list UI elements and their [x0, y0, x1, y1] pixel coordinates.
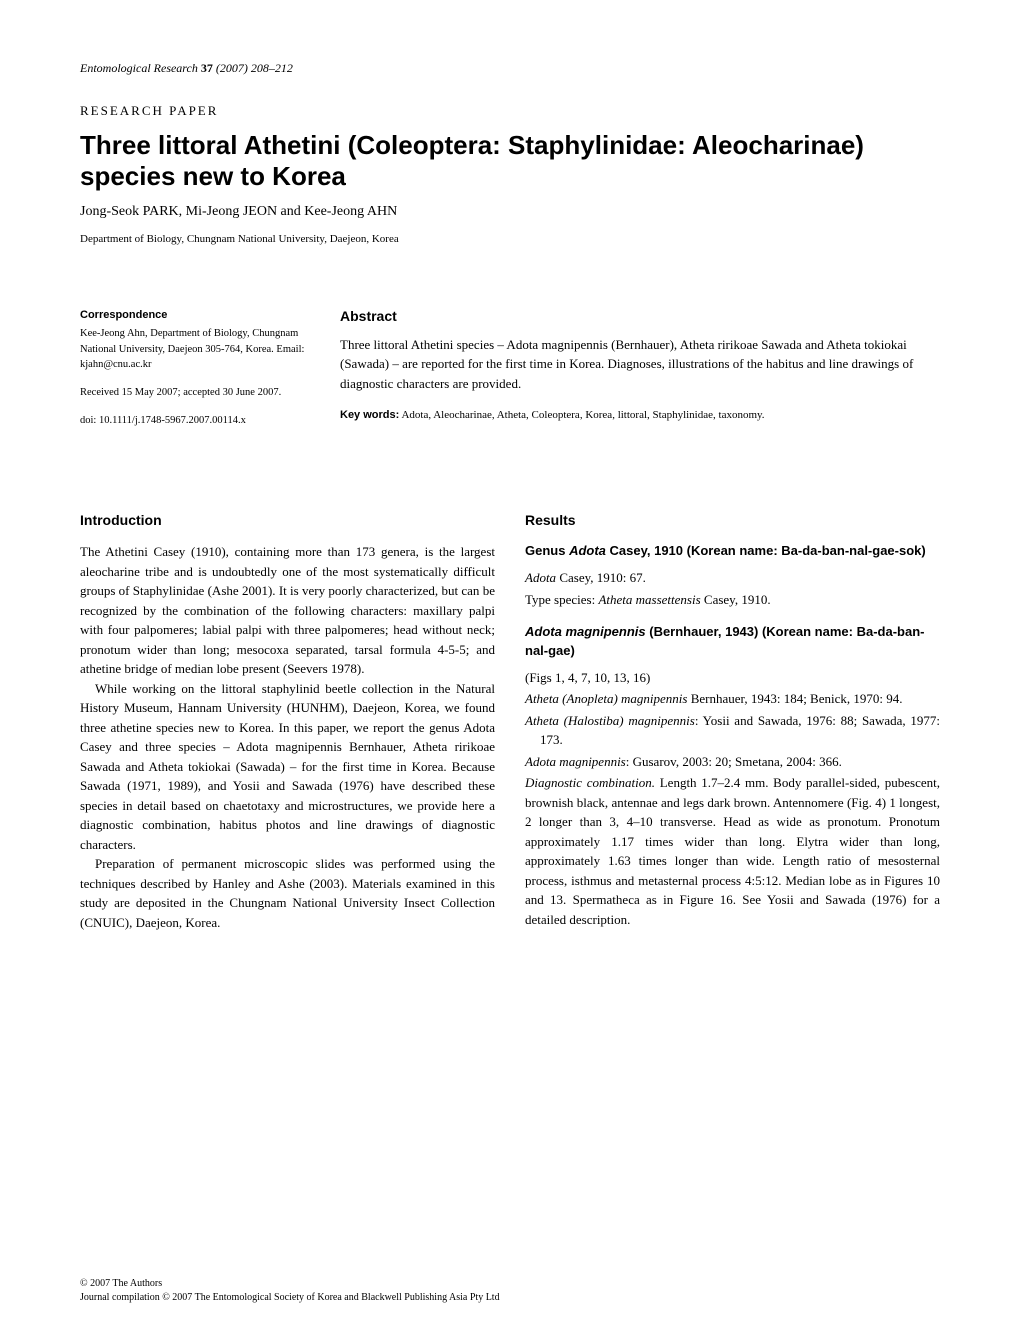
doi-text: doi: 10.1111/j.1748-5967.2007.00114.x [80, 413, 310, 429]
footer: © 2007 The Authors Journal compilation ©… [80, 1277, 500, 1305]
intro-p2: While working on the littoral staphylini… [80, 679, 495, 855]
keywords: Key words: Adota, Aleocharinae, Atheta, … [340, 408, 940, 423]
journal-pages: 208–212 [251, 61, 293, 75]
paper-title: Three littoral Athetini (Coleoptera: Sta… [80, 130, 940, 192]
results-heading: Results [525, 511, 940, 531]
paper-type: RESEARCH PAPER [80, 102, 940, 120]
genus-line2: Type species: Atheta massettensis Casey,… [525, 590, 940, 610]
species-heading: Adota magnipennis (Bernhauer, 1943) (Kor… [525, 623, 940, 659]
right-header: Abstract Three littoral Athetini species… [340, 307, 940, 440]
footer-l1: © 2007 The Authors [80, 1277, 500, 1291]
genus-heading: Genus Adota Casey, 1910 (Korean name: Ba… [525, 542, 940, 560]
abstract-label: Abstract [340, 307, 940, 327]
figs-line: (Figs 1, 4, 7, 10, 13, 16) [525, 668, 940, 688]
diagnostic: Diagnostic combination. Length 1.7–2.4 m… [525, 773, 940, 929]
keywords-text: Adota, Aleocharinae, Atheta, Coleoptera,… [399, 409, 764, 421]
left-header: Correspondence Kee-Jeong Ahn, Department… [80, 307, 310, 440]
keywords-label: Key words: [340, 409, 399, 421]
journal-year: (2007) [216, 61, 248, 75]
syn1: Atheta (Anopleta) magnipennis Bernhauer,… [525, 689, 940, 709]
abstract-text: Three littoral Athetini species – Adota … [340, 335, 940, 394]
received-text: Received 15 May 2007; accepted 30 June 2… [80, 385, 310, 401]
authors: Jong-Seok PARK, Mi-Jeong JEON and Kee-Je… [80, 202, 940, 222]
diag-label: Diagnostic combination. [525, 775, 655, 790]
body-columns: Introduction The Athetini Casey (1910), … [80, 511, 940, 933]
syn3: Adota magnipennis: Gusarov, 2003: 20; Sm… [525, 752, 940, 772]
correspondence-label: Correspondence [80, 307, 310, 324]
genus-line1: Adota Casey, 1910: 67. [525, 568, 940, 588]
journal-volume: 37 [201, 61, 213, 75]
header-columns: Correspondence Kee-Jeong Ahn, Department… [80, 307, 940, 440]
diag-text: Length 1.7–2.4 mm. Body parallel-sided, … [525, 775, 940, 927]
left-column: Introduction The Athetini Casey (1910), … [80, 511, 495, 933]
syn2: Atheta (Halostiba) magnipennis: Yosii an… [525, 711, 940, 750]
intro-p3: Preparation of permanent microscopic sli… [80, 854, 495, 932]
introduction-heading: Introduction [80, 511, 495, 531]
journal-name: Entomological Research [80, 61, 198, 75]
footer-l2: Journal compilation © 2007 The Entomolog… [80, 1291, 500, 1305]
affiliation: Department of Biology, Chungnam National… [80, 232, 940, 247]
correspondence-text: Kee-Jeong Ahn, Department of Biology, Ch… [80, 326, 310, 373]
right-column: Results Genus Adota Casey, 1910 (Korean … [525, 511, 940, 933]
journal-header: Entomological Research 37 (2007) 208–212 [80, 60, 940, 77]
intro-p1: The Athetini Casey (1910), containing mo… [80, 542, 495, 679]
